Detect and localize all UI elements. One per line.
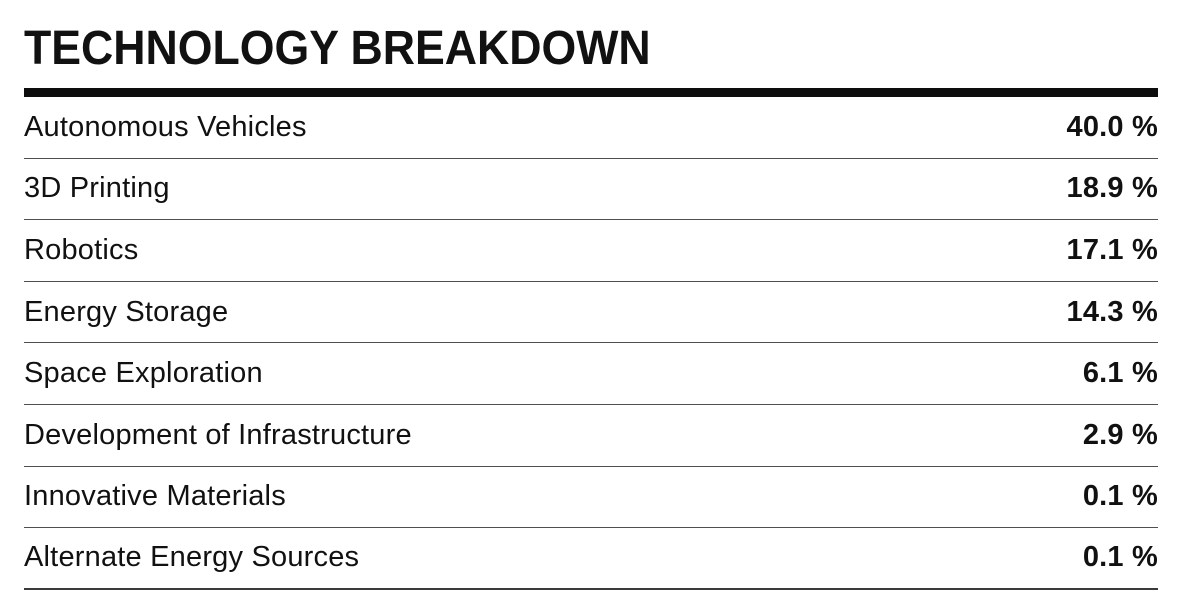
table-row: Energy Storage 14.3 % [24,282,1158,344]
page-title: TECHNOLOGY BREAKDOWN [24,22,651,75]
breakdown-table: Autonomous Vehicles 40.0 % 3D Printing 1… [24,97,1158,590]
table-row: Development of Infrastructure 2.9 % [24,405,1158,467]
row-label: Energy Storage [24,295,229,328]
row-value: 18.9 % [1066,172,1158,205]
row-label: Alternate Energy Sources [24,541,360,574]
table-row: Alternate Energy Sources 0.1 % [24,528,1158,590]
row-value: 40.0 % [1066,110,1158,143]
row-label: 3D Printing [24,172,170,205]
row-value: 0.1 % [1082,480,1158,513]
row-label: Autonomous Vehicles [24,110,307,143]
row-label: Robotics [24,233,139,266]
title-rule [24,88,1158,97]
table-row: Space Exploration 6.1 % [24,343,1158,405]
table-row: Robotics 17.1 % [24,220,1158,282]
table-row: Autonomous Vehicles 40.0 % [24,97,1158,159]
row-label: Development of Infrastructure [24,418,412,451]
row-value: 2.9 % [1082,418,1158,451]
row-value: 6.1 % [1082,357,1158,390]
row-label: Space Exploration [24,357,263,390]
row-value: 17.1 % [1066,233,1158,266]
row-value: 14.3 % [1066,295,1158,328]
table-row: Innovative Materials 0.1 % [24,467,1158,529]
row-value: 0.1 % [1082,541,1158,574]
table-row: 3D Printing 18.9 % [24,159,1158,221]
row-label: Innovative Materials [24,480,286,513]
